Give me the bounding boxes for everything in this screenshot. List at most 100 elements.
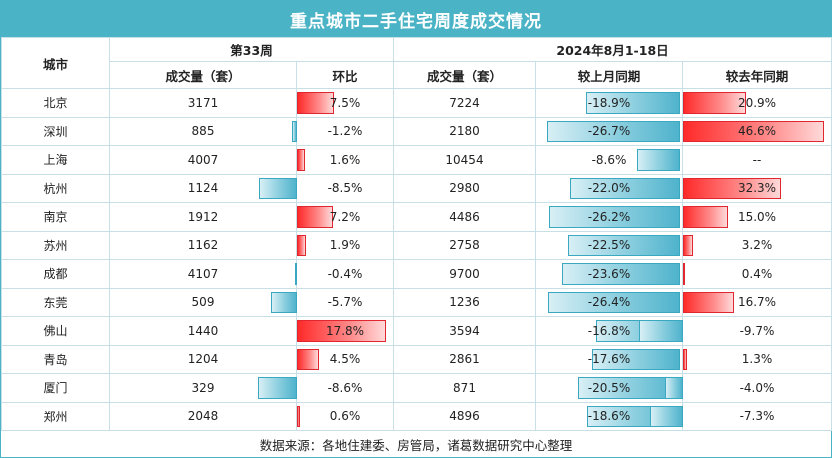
row-week-volume: 1440 <box>109 316 297 346</box>
header-row-group: 城市 第33周 2024年8月1-18日 <box>1 37 832 89</box>
wow-value: -8.6% <box>327 380 363 395</box>
wow-bar <box>258 177 297 199</box>
mom-bar <box>562 263 680 285</box>
row-period-volume: 9700 <box>393 259 536 289</box>
row-week-volume: 2048 <box>109 401 297 431</box>
row-yoy: 32.3% <box>681 173 832 203</box>
row-yoy: 16.7% <box>681 287 832 317</box>
mom-value: -26.2% <box>587 209 631 224</box>
mom-bar <box>548 291 680 313</box>
row-city: 深圳 <box>1 116 110 146</box>
yoy-value: 46.6% <box>737 124 777 139</box>
report-title: 重点城市二手住宅周度成交情况 <box>1 1 831 37</box>
row-wow: -1.2% <box>291 116 394 146</box>
row-week-volume: 885 <box>109 116 297 146</box>
row-mom: -18.9% <box>535 88 683 118</box>
yoy-bar <box>683 263 685 285</box>
wow-bar <box>295 263 298 285</box>
yoy-bar <box>639 320 683 342</box>
header-yoy: 较去年同期 <box>681 61 832 89</box>
header-city: 城市 <box>1 37 110 89</box>
row-city: 东莞 <box>1 287 110 317</box>
mom-bar <box>546 120 680 142</box>
table-row: 苏州 1162 1.9% 2758 -22.5% 3.2% <box>1 230 832 260</box>
wow-bar <box>297 234 307 256</box>
wow-bar <box>297 92 335 114</box>
row-period-volume: 3594 <box>393 316 536 346</box>
row-period-volume: 4896 <box>393 401 536 431</box>
yoy-value: 15.0% <box>737 209 777 224</box>
row-yoy: 1.3% <box>681 344 832 374</box>
mom-value: -22.5% <box>587 238 631 253</box>
row-wow: 17.8% <box>296 316 394 346</box>
row-mom: -23.6% <box>535 259 683 289</box>
row-city: 南京 <box>1 202 110 232</box>
yoy-value: 16.7% <box>737 295 777 310</box>
yoy-bar <box>683 206 729 228</box>
row-city: 青岛 <box>1 344 110 374</box>
wow-value: -1.2% <box>327 124 363 139</box>
yoy-bar <box>683 291 734 313</box>
yoy-value: 32.3% <box>737 181 777 196</box>
yoy-value: -4.0% <box>739 380 775 395</box>
wow-value: -5.7% <box>327 295 363 310</box>
row-yoy: 46.6% <box>681 116 832 146</box>
row-yoy: -9.7% <box>639 316 832 346</box>
header-period-group: 2024年8月1-18日 <box>392 37 832 62</box>
source-note: 数据来源：各地住建委、房管局，诸葛数据研究中心整理 <box>259 437 573 453</box>
row-week-volume: 1204 <box>109 344 297 374</box>
mom-value: -26.4% <box>587 295 631 310</box>
wow-value: 17.8% <box>325 323 365 338</box>
header-wow: 环比 <box>296 61 394 89</box>
wow-value: 1.9% <box>329 238 361 253</box>
row-mom: -20.5% <box>535 373 683 403</box>
row-wow: -8.5% <box>258 173 394 203</box>
row-wow: -8.6% <box>258 373 394 403</box>
row-week-volume: 1912 <box>109 202 297 232</box>
wow-bar <box>297 206 333 228</box>
table-row: 北京 3171 7.5% 7224 -18.9% 20.9% <box>1 88 832 118</box>
mom-value: -18.9% <box>587 95 631 110</box>
row-week-volume: 4007 <box>109 145 297 175</box>
row-mom: -22.5% <box>535 230 683 260</box>
header-mom: 较上月同期 <box>535 61 683 89</box>
row-period-volume: 2180 <box>393 116 536 146</box>
row-wow: -0.4% <box>295 259 394 289</box>
table-row: 东莞 509 -5.7% 1236 -26.4% 16.7% <box>1 287 832 317</box>
wow-bar <box>291 120 297 142</box>
mom-bar <box>567 234 680 256</box>
yoy-bar <box>683 234 693 256</box>
wow-value: 7.2% <box>329 209 361 224</box>
table-row: 郑州 2048 0.6% 4896 -18.6% -7.3% <box>1 401 832 431</box>
row-wow: 0.6% <box>296 401 394 431</box>
row-period-volume: 2980 <box>393 173 536 203</box>
row-mom: -26.7% <box>535 116 683 146</box>
mom-bar <box>570 177 680 199</box>
wow-value: 0.6% <box>329 409 361 424</box>
mom-value: -22.0% <box>587 181 631 196</box>
mom-value: -23.6% <box>587 266 631 281</box>
row-wow: 1.6% <box>296 145 394 175</box>
wow-bar <box>258 377 297 399</box>
row-yoy: -- <box>681 145 832 175</box>
row-city: 佛山 <box>1 316 110 346</box>
row-yoy: -4.0% <box>665 373 832 403</box>
yoy-value: -9.7% <box>739 323 775 338</box>
row-mom: -17.6% <box>535 344 683 374</box>
yoy-value: 1.3% <box>741 352 773 367</box>
row-wow: 7.5% <box>296 88 394 118</box>
row-city: 郑州 <box>1 401 110 431</box>
mom-value: -26.7% <box>587 124 631 139</box>
table-row: 佛山 1440 17.8% 3594 -16.8% -9.7% <box>1 316 832 346</box>
header-week-group: 第33周 <box>109 37 394 62</box>
mom-value: -20.5% <box>587 380 631 395</box>
wow-value: 1.6% <box>329 152 361 167</box>
row-wow: 1.9% <box>296 230 394 260</box>
yoy-value: -7.3% <box>739 409 775 424</box>
mom-bar <box>549 206 680 228</box>
header-week-volume: 成交量（套） <box>109 61 297 89</box>
wow-bar <box>297 320 386 342</box>
row-city: 成都 <box>1 259 110 289</box>
table-row: 南京 1912 7.2% 4486 -26.2% 15.0% <box>1 202 832 232</box>
wow-bar <box>271 291 297 313</box>
